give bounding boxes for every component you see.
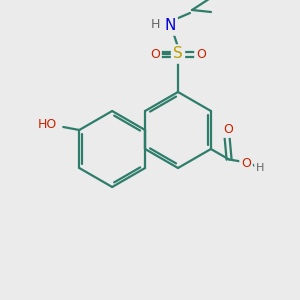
Text: H: H	[150, 17, 160, 31]
Text: O: O	[196, 47, 206, 61]
Text: S: S	[173, 46, 183, 62]
Text: O: O	[241, 157, 251, 170]
Text: H: H	[256, 163, 264, 172]
Text: O: O	[223, 123, 233, 136]
Text: N: N	[164, 19, 176, 34]
Text: O: O	[150, 47, 160, 61]
Text: HO: HO	[38, 118, 57, 131]
